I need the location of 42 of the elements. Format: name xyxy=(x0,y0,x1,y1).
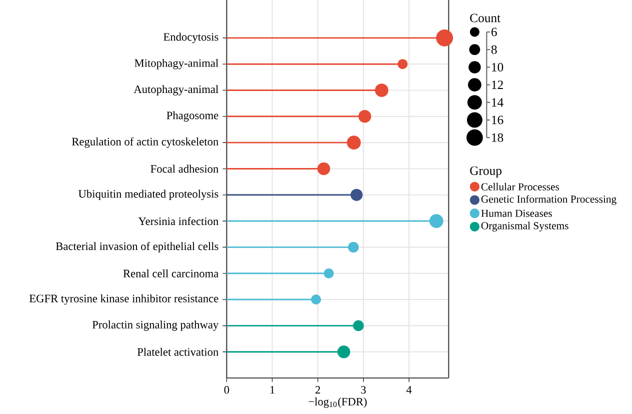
legend-label: 8 xyxy=(491,45,497,54)
point xyxy=(353,320,364,332)
text: Count xyxy=(470,14,500,22)
point xyxy=(348,242,359,253)
point xyxy=(346,136,361,150)
legend-label: 18 xyxy=(492,133,504,142)
point xyxy=(317,162,330,176)
y-tick-label: EGFR tyrosine kinase inhibitor resistance xyxy=(29,294,218,305)
legend-label: 6 xyxy=(491,28,497,36)
y-tick-label: Yersinia infection xyxy=(138,216,218,226)
x-axis-title: −log$_{10}$(FDR) xyxy=(308,398,367,408)
legend-label: Organismal Systems xyxy=(481,222,568,232)
legend-label: 12 xyxy=(492,80,503,89)
y-tick-label: Regulation of actin cytoskeleton xyxy=(72,137,218,148)
y-tick-label: Mitophagy-animal xyxy=(134,58,218,70)
legend-label: 14 xyxy=(492,98,504,107)
legend-label: Human Diseases xyxy=(481,210,552,217)
y-tick-label: Platelet activation xyxy=(137,348,218,356)
point xyxy=(374,84,388,97)
point xyxy=(324,268,334,278)
legend-title: Group xyxy=(470,166,502,178)
x-tick-label: 1 xyxy=(270,386,274,394)
point xyxy=(337,345,350,358)
x-tick-label: 0 xyxy=(224,386,230,394)
point xyxy=(311,294,322,305)
y-tick-label: Prolactin signaling pathway xyxy=(92,320,219,331)
y-tick-label: Renal cell carcinoma xyxy=(123,269,218,278)
legend-label: 10 xyxy=(492,62,504,72)
x-tick-label: 2 xyxy=(316,386,320,394)
y-tick-label: Phagosome xyxy=(166,111,218,122)
legend-label: Cellular Processes xyxy=(481,182,560,190)
legend-label: 16 xyxy=(492,116,504,124)
x-tick-label: 4 xyxy=(406,386,412,394)
x-tick-label: 3 xyxy=(361,386,366,394)
legend-label: Genetic Information Processing xyxy=(481,195,616,205)
y-tick-label: Ubiquitin mediated proteolysis xyxy=(78,190,218,200)
y-tick-label: Focal adhesion xyxy=(150,164,218,173)
y-tick-label: Autophagy-animal xyxy=(134,85,218,96)
point xyxy=(358,110,372,123)
point xyxy=(350,188,363,201)
y-tick-label: Endocytosis xyxy=(164,32,218,44)
y-tick-label: Bacterial invasion of epithelial cells xyxy=(56,242,218,252)
